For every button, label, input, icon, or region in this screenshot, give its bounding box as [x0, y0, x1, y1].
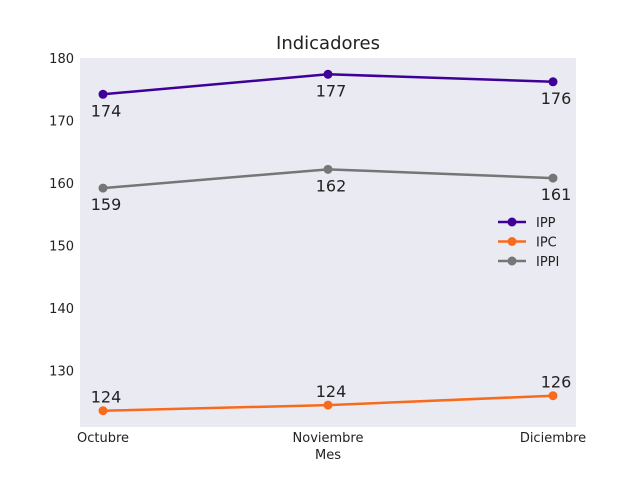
legend-item: IPPI — [498, 255, 559, 270]
legend-label: IPPI — [536, 255, 559, 270]
data-label: 126 — [541, 373, 572, 392]
data-point — [323, 400, 333, 410]
data-point — [323, 164, 333, 174]
legend: IPP IPC IPPI — [498, 216, 559, 270]
x-axis-title: Mes — [315, 448, 341, 463]
chart-title: Indicadores — [276, 33, 380, 54]
data-point — [548, 391, 558, 401]
data-label: 124 — [316, 382, 347, 401]
legend-item: IPP — [498, 216, 556, 231]
y-tick-label: 160 — [49, 177, 74, 192]
legend-label: IPC — [536, 236, 557, 251]
series-ippi: 159 162 161 — [91, 164, 572, 214]
legend-marker — [507, 217, 517, 227]
x-axis: Octubre Noviembre Diciembre — [77, 431, 586, 446]
data-label: 177 — [316, 81, 347, 100]
data-point — [323, 69, 333, 79]
legend-label: IPP — [536, 216, 556, 231]
data-point — [98, 406, 108, 416]
data-point — [548, 173, 558, 183]
y-tick-label: 140 — [49, 302, 74, 317]
x-tick-label: Noviembre — [293, 431, 364, 446]
data-point — [548, 77, 558, 87]
data-label: 159 — [91, 195, 122, 214]
y-tick-label: 170 — [49, 115, 74, 130]
y-tick-label: 130 — [49, 365, 74, 380]
series-ipp: 174 177 176 — [91, 69, 572, 120]
x-tick-label: Diciembre — [520, 431, 586, 446]
legend-item: IPC — [498, 236, 557, 251]
data-label: 174 — [91, 101, 122, 120]
x-tick-label: Octubre — [77, 431, 129, 446]
data-label: 124 — [91, 388, 122, 407]
y-axis: 130 140 150 160 170 180 — [49, 52, 74, 380]
data-point — [98, 183, 108, 193]
legend-marker — [507, 237, 517, 246]
data-label: 162 — [316, 176, 347, 195]
data-point — [98, 89, 108, 99]
data-label: 161 — [541, 185, 572, 204]
legend-marker — [507, 256, 517, 266]
plot-area — [80, 58, 576, 427]
data-label: 176 — [541, 89, 572, 108]
y-tick-label: 150 — [49, 240, 74, 255]
series-ipc: 124 124 126 — [91, 373, 572, 416]
series-group: 174 177 176 124 124 126 159 162 161 — [91, 69, 572, 416]
y-tick-label: 180 — [49, 52, 74, 67]
